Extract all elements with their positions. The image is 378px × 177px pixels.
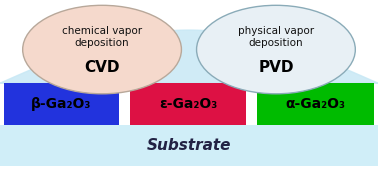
Polygon shape: [0, 30, 378, 83]
Ellipse shape: [197, 5, 355, 94]
Bar: [257, 83, 374, 125]
Bar: [4, 83, 119, 125]
Text: α-Ga₂O₃: α-Ga₂O₃: [286, 97, 345, 111]
Text: chemical vapor
deposition: chemical vapor deposition: [62, 26, 142, 48]
Text: physical vapor
deposition: physical vapor deposition: [238, 26, 314, 48]
Text: β-Ga₂O₃: β-Ga₂O₃: [31, 97, 91, 111]
Ellipse shape: [23, 5, 181, 94]
Text: PVD: PVD: [258, 60, 294, 75]
Bar: [130, 83, 246, 125]
Text: ε-Ga₂O₃: ε-Ga₂O₃: [159, 97, 217, 111]
Text: CVD: CVD: [84, 60, 120, 75]
Bar: [0, 125, 378, 166]
Text: Substrate: Substrate: [147, 138, 231, 153]
